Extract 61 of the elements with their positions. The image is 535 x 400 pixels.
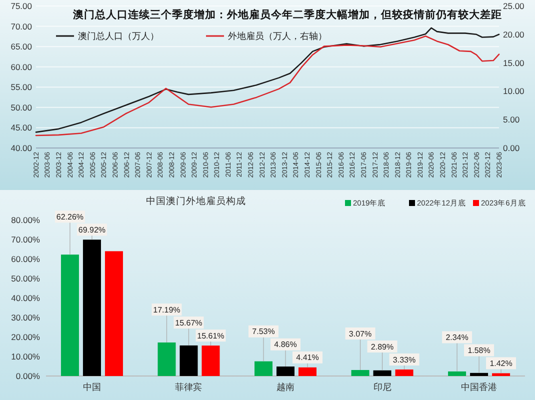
y-tick-label: 70.00% [11, 234, 40, 244]
y-tick-label: 75.00 [10, 0, 32, 11]
y-tick-label: 60.00% [11, 254, 40, 264]
bar [470, 372, 488, 376]
y2-tick-label: 0.00 [503, 142, 520, 153]
x-tick-label: 中国香港 [461, 382, 498, 392]
data-label: 17.19% [153, 305, 180, 314]
bar [180, 345, 198, 376]
bar [276, 366, 294, 376]
bar [298, 367, 316, 376]
data-label: 3.07% [348, 329, 372, 338]
y-tick-label: 45.00 [10, 122, 32, 133]
x-tick-label: 印尼 [373, 382, 392, 392]
bar [395, 370, 414, 376]
bar [60, 254, 79, 376]
data-label: 2.89% [370, 342, 394, 352]
bar [202, 346, 220, 376]
chart-title: 中国澳门外地雇员构成 [146, 195, 246, 207]
y-tick-label: 40.00 [10, 142, 32, 153]
chart-title: 澳门总人口连续三个季度增加：外地雇员今年二季度大幅增加，但较疫情前仍有较大差距 [72, 8, 502, 21]
data-label: 1.58% [468, 346, 490, 356]
data-label: 2.34% [446, 333, 468, 342]
y-tick-label: 0.00% [16, 370, 40, 381]
y-tick-label: 10.00% [11, 351, 40, 362]
data-label: 62.26% [56, 212, 84, 222]
y-tick-label: 70.00 [10, 21, 32, 32]
legend-label: 澳门总人口（万人） [78, 31, 159, 42]
y2-tick-label: 5.00 [503, 114, 520, 125]
y-tick-label: 50.00% [11, 273, 40, 284]
data-label: 4.86% [274, 340, 297, 350]
y-tick-label: 20.00% [11, 332, 40, 342]
data-label: 7.53% [252, 327, 275, 336]
y-tick-label: 60.00 [10, 62, 32, 72]
data-label: 15.67% [175, 318, 202, 328]
y2-tick-label: 25.00 [503, 0, 525, 11]
y-tick-label: 50.00 [10, 102, 32, 112]
data-label: 15.61% [197, 331, 224, 340]
y-tick-label: 30.00% [11, 312, 40, 322]
bar [351, 370, 370, 376]
y-tick-label: 80.00% [11, 214, 40, 225]
x-tick-label: 中国 [82, 382, 101, 392]
y-tick-label: 55.00 [10, 82, 32, 92]
data-label: 4.41% [296, 353, 319, 362]
data-label: 1.42% [490, 359, 512, 368]
y2-tick-label: 15.00 [503, 58, 525, 68]
x-tick-label: 菲律宾 [175, 382, 202, 392]
bar [448, 371, 466, 376]
bar [492, 373, 510, 376]
data-label: 3.33% [392, 355, 416, 364]
bar [254, 361, 272, 376]
bar [373, 370, 392, 376]
legend-label: 外地雇员（万人，右轴） [228, 31, 327, 42]
data-label: 69.92% [78, 225, 106, 234]
bar [104, 251, 123, 376]
x-tick-label: 越南 [276, 382, 294, 392]
y-tick-label: 65.00 [10, 42, 32, 52]
bar [158, 342, 176, 376]
y2-tick-label: 10.00 [503, 86, 525, 96]
y-tick-label: 40.00% [11, 292, 40, 303]
bar [82, 240, 101, 376]
y2-tick-label: 20.00 [503, 29, 525, 40]
